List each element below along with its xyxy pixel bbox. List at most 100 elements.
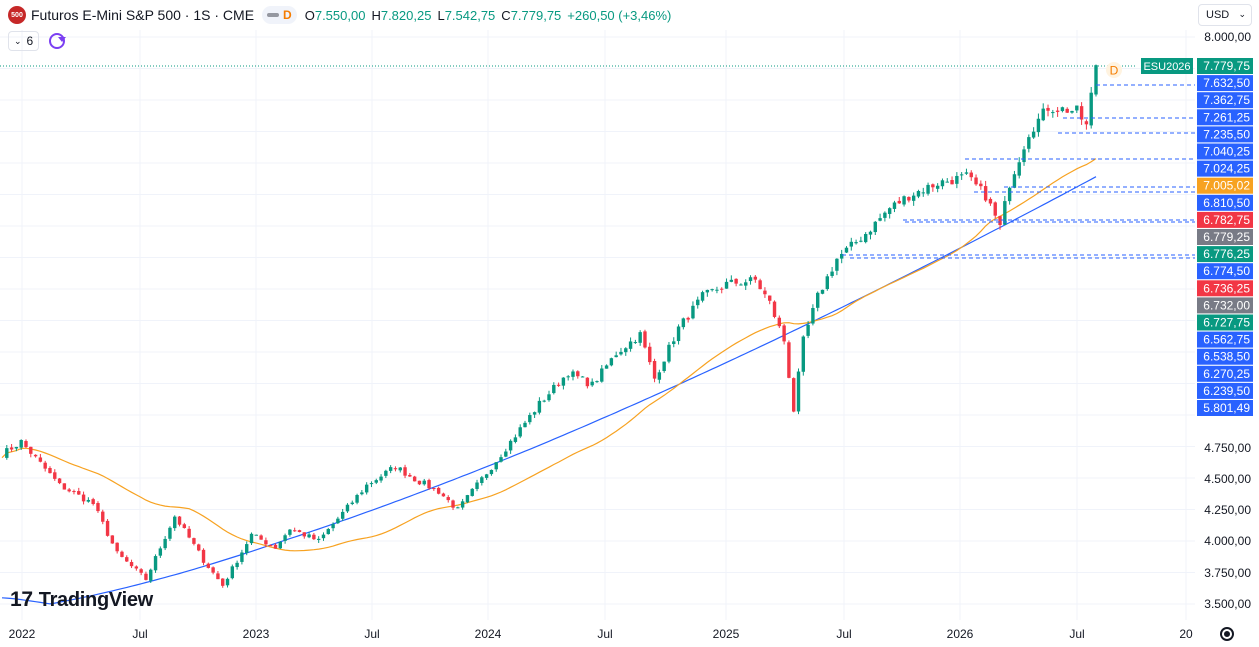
candle-body: [792, 378, 796, 412]
candle-body: [609, 358, 614, 366]
candle-body: [652, 360, 657, 379]
candle-body: [787, 342, 791, 378]
x-axis-tick-label: Jul: [1069, 627, 1084, 641]
candle-body: [676, 326, 681, 342]
candle-body: [777, 317, 782, 327]
candle-body: [1055, 110, 1060, 112]
candle-body: [48, 468, 52, 474]
candle-body: [408, 474, 412, 477]
y-axis-tick-label: 3.750,00: [1204, 566, 1251, 580]
candle-body: [105, 520, 110, 536]
price-label-text: 6.736,25: [1203, 281, 1250, 295]
ohlc-close-label: C: [501, 7, 511, 23]
ohlc-low-label: L: [437, 7, 445, 23]
candle-body: [441, 493, 446, 497]
candle-body: [595, 381, 599, 383]
candle-body: [859, 240, 863, 242]
candle-body: [835, 258, 839, 271]
candle-body: [489, 469, 494, 475]
candle-body: [96, 503, 100, 512]
ohlc-low-value: 7.542,75: [444, 7, 496, 23]
price-label-text: 7.235,50: [1203, 127, 1250, 141]
candle-body: [657, 372, 662, 380]
tradingview-logo[interactable]: 17 TradingView: [10, 588, 153, 612]
y-axis-tick-label: 8.000,00: [1204, 30, 1251, 44]
indicators-toggle-button[interactable]: ⌄ 6: [8, 31, 40, 51]
candle-body: [715, 289, 719, 291]
price-label-text: 6.732,00: [1203, 298, 1250, 312]
settings-gear-icon[interactable]: [1220, 627, 1234, 641]
x-axis-tick-label: Jul: [597, 627, 612, 641]
candle-body: [945, 181, 949, 183]
candle-body: [177, 516, 182, 525]
candle-body: [849, 241, 853, 247]
candle-body: [307, 534, 311, 538]
x-axis-tick-label: 2024: [475, 627, 502, 641]
chevron-down-icon: ⌄: [14, 35, 22, 46]
candle-body: [955, 175, 959, 184]
candle-body: [29, 446, 33, 454]
candle-body: [245, 544, 249, 553]
candle-body: [950, 180, 954, 185]
candle-body: [710, 289, 714, 291]
candle-body: [868, 231, 873, 235]
ma-fast-line: [1, 158, 1097, 552]
candle-body: [67, 489, 71, 492]
candle-body: [1041, 108, 1045, 121]
candle-body: [758, 280, 762, 290]
candle-body: [979, 183, 983, 187]
symbol-logo-icon[interactable]: 500: [8, 6, 26, 24]
refresh-icon[interactable]: [49, 33, 67, 49]
candle-body: [585, 377, 590, 387]
candle-body: [926, 184, 930, 194]
candle-body: [523, 422, 527, 428]
chevron-down-icon: ⌄: [1238, 9, 1246, 19]
candle-body: [547, 394, 551, 401]
candle-body: [628, 341, 633, 349]
currency-select[interactable]: USD ⌄: [1198, 4, 1252, 26]
candle-body: [830, 271, 834, 276]
symbol-title[interactable]: Futuros E-Mini S&P 500 · 1S · CME: [31, 7, 255, 23]
candle-body: [532, 412, 537, 415]
candle-body: [254, 534, 259, 536]
candle-body: [1075, 105, 1079, 111]
candle-body: [571, 371, 575, 377]
candle-body: [768, 295, 772, 301]
candle-body: [1084, 121, 1089, 125]
candle-body: [412, 476, 417, 482]
y-axis-tick-label: 4.750,00: [1204, 441, 1251, 455]
candle-body: [225, 578, 230, 586]
candle-body: [19, 440, 23, 448]
candle-body: [206, 563, 211, 568]
candle-body: [528, 415, 532, 423]
candle-body: [403, 467, 407, 476]
candle-body: [494, 462, 498, 470]
y-axis-tick-label: 4.000,00: [1204, 534, 1251, 548]
candle-body: [600, 368, 604, 382]
price-label-box: [1197, 263, 1253, 280]
x-axis-tick-label: Jul: [364, 627, 379, 641]
candle-body: [273, 544, 278, 549]
timeframe-pill[interactable]: D: [262, 6, 297, 24]
candle-body: [125, 557, 129, 562]
candle-body: [883, 212, 887, 218]
price-label-text: 6.727,75: [1203, 316, 1250, 330]
candle-body: [638, 332, 642, 343]
candle-body: [182, 524, 187, 529]
indicators-row: ⌄ 6: [8, 31, 67, 51]
price-label-box: [1197, 280, 1253, 297]
candle-body: [542, 400, 546, 402]
candle-body: [753, 276, 758, 280]
candle-body: [667, 344, 671, 362]
candle-body: [269, 545, 273, 547]
candle-body: [590, 381, 594, 386]
candle-body: [417, 480, 422, 485]
candle-body: [9, 447, 14, 450]
candle-body: [820, 289, 825, 294]
candle-body: [633, 342, 638, 344]
candle-body: [451, 500, 455, 508]
tradingview-mark-icon: 17: [10, 588, 33, 611]
candle-body: [705, 289, 710, 293]
candle-body: [197, 544, 201, 551]
